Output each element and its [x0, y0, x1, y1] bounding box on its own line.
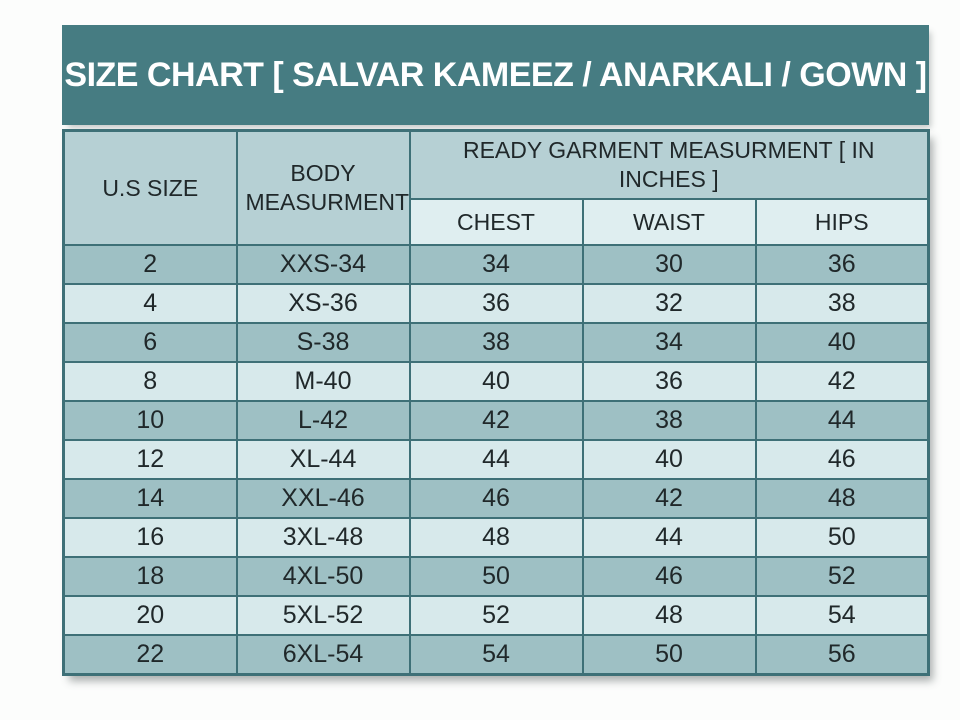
chest-cell: 36 — [408, 283, 584, 324]
chest-cell: 40 — [408, 361, 584, 402]
table-row: 16 3XL-48 48 44 50 — [62, 517, 930, 558]
waist-cell: 30 — [581, 244, 757, 285]
hips-column-header: HIPS — [754, 198, 930, 246]
body-measurement-cell: 6XL-54 — [235, 634, 411, 676]
table-row: 6 S-38 38 34 40 — [62, 322, 930, 363]
body-measurement-column-header: BODY MEASURMENT — [235, 129, 411, 246]
hips-cell: 36 — [754, 244, 930, 285]
waist-cell: 36 — [581, 361, 757, 402]
body-measurement-cell: XL-44 — [235, 439, 411, 480]
waist-column-header: WAIST — [581, 198, 757, 246]
us-size-cell: 2 — [62, 244, 238, 285]
body-measurement-cell: XXS-34 — [235, 244, 411, 285]
table-row: 8 M-40 40 36 42 — [62, 361, 930, 402]
table-row: 14 XXL-46 46 42 48 — [62, 478, 930, 519]
waist-cell: 44 — [581, 517, 757, 558]
chest-cell: 44 — [408, 439, 584, 480]
us-size-cell: 14 — [62, 478, 238, 519]
chest-cell: 48 — [408, 517, 584, 558]
body-measurement-cell: 4XL-50 — [235, 556, 411, 597]
hips-cell: 42 — [754, 361, 930, 402]
us-size-cell: 20 — [62, 595, 238, 636]
chest-column-header: CHEST — [408, 198, 584, 246]
table-row: 2 XXS-34 34 30 36 — [62, 244, 930, 285]
waist-cell: 46 — [581, 556, 757, 597]
us-size-cell: 4 — [62, 283, 238, 324]
size-chart-table: U.S SIZE BODY MEASURMENT READY GARMENT M… — [62, 129, 930, 676]
hips-cell: 48 — [754, 478, 930, 519]
waist-cell: 42 — [581, 478, 757, 519]
chest-cell: 50 — [408, 556, 584, 597]
hips-cell: 54 — [754, 595, 930, 636]
table-row: 12 XL-44 44 40 46 — [62, 439, 930, 480]
us-size-column-header: U.S SIZE — [62, 129, 238, 246]
us-size-cell: 10 — [62, 400, 238, 441]
table-row: 20 5XL-52 52 48 54 — [62, 595, 930, 636]
chest-cell: 42 — [408, 400, 584, 441]
hips-cell: 50 — [754, 517, 930, 558]
table-body: 2 XXS-34 34 30 36 4 XS-36 36 32 38 6 S-38 38 34 40 8 M-4… — [62, 244, 930, 676]
body-measurement-cell: XS-36 — [235, 283, 411, 324]
us-size-cell: 16 — [62, 517, 238, 558]
body-measurement-cell: S-38 — [235, 322, 411, 363]
chest-cell: 46 — [408, 478, 584, 519]
title-bar: SIZE CHART [ SALVAR KAMEEZ / ANARKALI / … — [62, 25, 929, 125]
us-size-cell: 12 — [62, 439, 238, 480]
us-size-cell: 8 — [62, 361, 238, 402]
body-measurement-cell: 5XL-52 — [235, 595, 411, 636]
waist-cell: 38 — [581, 400, 757, 441]
waist-cell: 34 — [581, 322, 757, 363]
waist-cell: 50 — [581, 634, 757, 676]
table-row: 10 L-42 42 38 44 — [62, 400, 930, 441]
hips-cell: 52 — [754, 556, 930, 597]
us-size-cell: 22 — [62, 634, 238, 676]
us-size-cell: 6 — [62, 322, 238, 363]
chest-cell: 52 — [408, 595, 584, 636]
table-row: 4 XS-36 36 32 38 — [62, 283, 930, 324]
chest-cell: 38 — [408, 322, 584, 363]
hips-cell: 56 — [754, 634, 930, 676]
table-row: 18 4XL-50 50 46 52 — [62, 556, 930, 597]
body-measurement-cell: M-40 — [235, 361, 411, 402]
table-header: U.S SIZE BODY MEASURMENT READY GARMENT M… — [62, 129, 930, 246]
hips-cell: 40 — [754, 322, 930, 363]
hips-cell: 44 — [754, 400, 930, 441]
table-row: 22 6XL-54 54 50 56 — [62, 634, 930, 676]
hips-cell: 38 — [754, 283, 930, 324]
chest-cell: 54 — [408, 634, 584, 676]
waist-cell: 48 — [581, 595, 757, 636]
page-title: SIZE CHART [ SALVAR KAMEEZ / ANARKALI / … — [64, 55, 927, 94]
chest-cell: 34 — [408, 244, 584, 285]
waist-cell: 32 — [581, 283, 757, 324]
us-size-cell: 18 — [62, 556, 238, 597]
waist-cell: 40 — [581, 439, 757, 480]
ready-garment-group-header: READY GARMENT MEASURMENT [ IN INCHES ] — [408, 129, 930, 200]
body-measurement-cell: XXL-46 — [235, 478, 411, 519]
body-measurement-cell: L-42 — [235, 400, 411, 441]
hips-cell: 46 — [754, 439, 930, 480]
body-measurement-cell: 3XL-48 — [235, 517, 411, 558]
